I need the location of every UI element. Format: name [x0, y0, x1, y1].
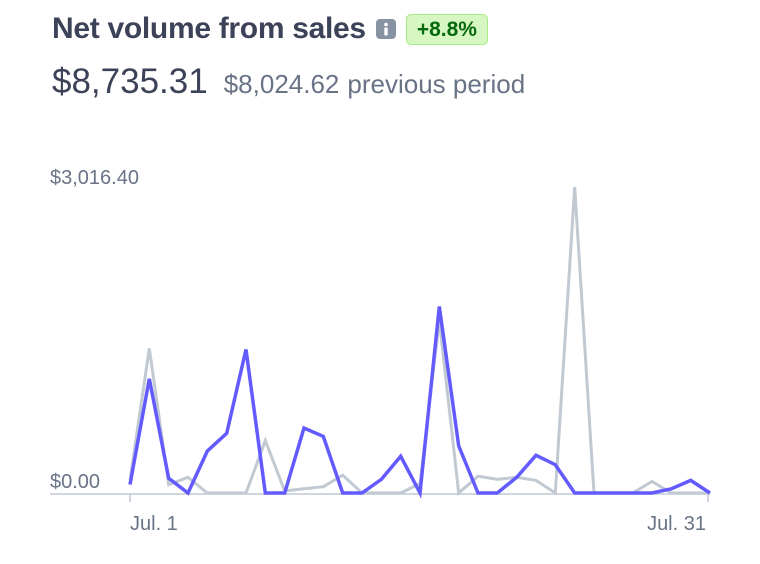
previous-value: $8,024.62 — [223, 69, 340, 99]
chart-title: Net volume from sales — [52, 12, 366, 45]
y-tick-label-min: $0.00 — [50, 471, 100, 493]
change-badge: +8.8% — [405, 13, 488, 45]
info-icon[interactable] — [375, 19, 396, 39]
series-line-current — [128, 306, 711, 499]
summary-values: $8,735.31 $8,024.62 previous period — [52, 62, 525, 102]
y-tick-label-max: $3,016.40 — [50, 167, 139, 189]
current-value: $8,735.31 — [52, 62, 208, 101]
series-layer — [128, 187, 711, 499]
chart-header: Net volume from sales +8.8% — [52, 12, 488, 46]
series-line-previous — [128, 187, 710, 497]
x-tick-label-start: Jul. 1 — [130, 513, 178, 535]
x-tick-label-end: Jul. 31 — [647, 513, 706, 535]
previous-label: previous period — [347, 69, 526, 99]
